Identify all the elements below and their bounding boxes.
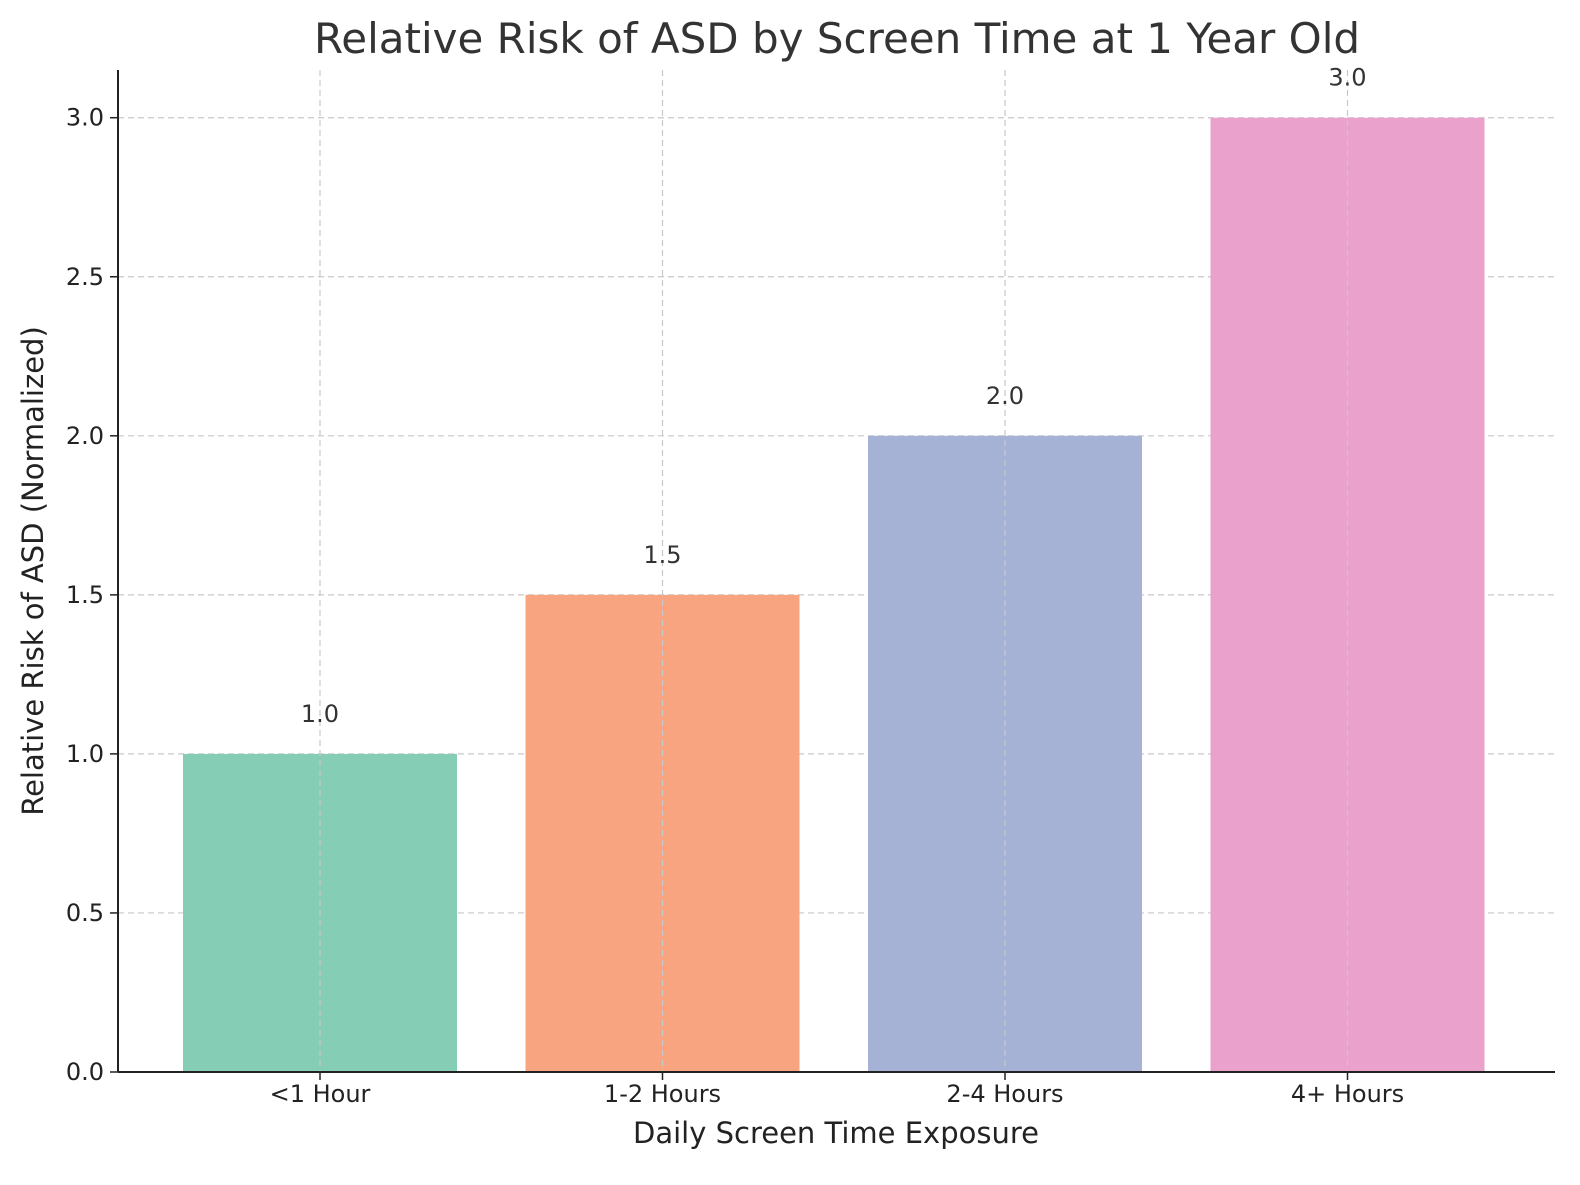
axes (117, 70, 1555, 1073)
y-tick-label: 3.0 (66, 104, 104, 132)
x-tick-label: <1 Hour (270, 1080, 371, 1108)
vertical-grid-lines (319, 70, 1349, 1072)
x-tick-label: 4+ Hours (1291, 1080, 1404, 1108)
data-label: 2.0 (986, 382, 1024, 410)
data-labels: 1.0 1.5 2.0 3.0 (301, 64, 1367, 728)
y-axis-label: Relative Risk of ASD (Normalized) (16, 326, 50, 816)
chart-title: Relative Risk of ASD by Screen Time at 1… (314, 14, 1360, 63)
x-axis-label: Daily Screen Time Exposure (633, 1116, 1039, 1150)
y-tick-label: 1.0 (66, 740, 104, 768)
y-tick-label: 2.5 (66, 263, 104, 291)
y-ticks: 0.0 0.5 1.0 1.5 2.0 2.5 3.0 (66, 104, 118, 1086)
x-ticks: <1 Hour 1-2 Hours 2-4 Hours 4+ Hours (270, 1072, 1404, 1108)
y-tick-label: 2.0 (66, 422, 104, 450)
y-tick-label: 0.5 (66, 899, 104, 927)
data-label: 3.0 (1328, 64, 1366, 92)
x-tick-label: 1-2 Hours (604, 1080, 721, 1108)
y-tick-label: 0.0 (66, 1058, 104, 1086)
y-tick-label: 1.5 (66, 581, 104, 609)
data-label: 1.5 (643, 541, 681, 569)
data-label: 1.0 (301, 700, 339, 728)
x-tick-label: 2-4 Hours (946, 1080, 1063, 1108)
